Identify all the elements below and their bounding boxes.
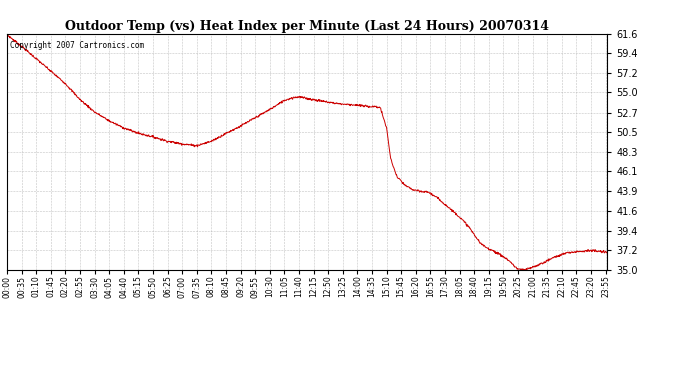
Title: Outdoor Temp (vs) Heat Index per Minute (Last 24 Hours) 20070314: Outdoor Temp (vs) Heat Index per Minute … — [65, 20, 549, 33]
Text: Copyright 2007 Cartronics.com: Copyright 2007 Cartronics.com — [10, 41, 144, 50]
